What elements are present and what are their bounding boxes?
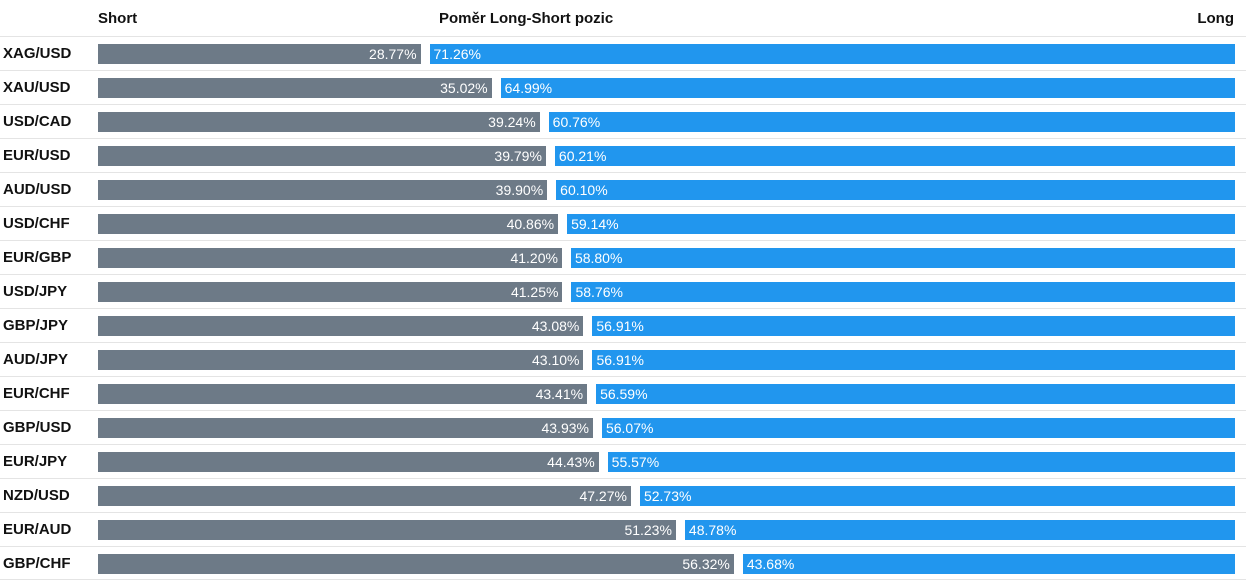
pair-label: EUR/AUD <box>3 521 72 538</box>
table-row: USD/JPY 41.25% 58.76% <box>0 274 1246 308</box>
short-bar: 41.20% <box>98 248 562 268</box>
pair-label: USD/CHF <box>3 215 70 232</box>
chart-title: Poměr Long-Short pozic <box>439 10 614 27</box>
pair-label: XAG/USD <box>3 45 72 62</box>
table-row: NZD/USD 47.27% 52.73% <box>0 478 1246 512</box>
long-bar: 64.99% <box>500 78 1235 98</box>
short-bar: 43.10% <box>98 350 584 370</box>
table-row: XAU/USD 35.02% 64.99% <box>0 70 1246 104</box>
table-row: EUR/GBP 41.20% 58.80% <box>0 240 1246 274</box>
table-row: AUD/USD 39.90% 60.10% <box>0 172 1246 206</box>
short-bar: 28.77% <box>98 44 421 64</box>
table-row: XAG/USD 28.77% 71.26% <box>0 36 1246 70</box>
long-bar: 71.26% <box>429 44 1235 64</box>
pair-label: GBP/JPY <box>3 317 69 334</box>
short-bar: 39.90% <box>98 180 548 200</box>
short-bar: 51.23% <box>98 520 676 540</box>
long-bar: 52.73% <box>639 486 1235 506</box>
short-bar: 35.02% <box>98 78 492 98</box>
pair-label: AUD/USD <box>3 181 72 198</box>
pair-label: EUR/USD <box>3 147 71 164</box>
pair-label: EUR/GBP <box>3 249 72 266</box>
pair-label: GBP/CHF <box>3 555 71 572</box>
table-row: EUR/JPY 44.43% 55.57% <box>0 444 1246 478</box>
table-row: USD/CAD 39.24% 60.76% <box>0 104 1246 138</box>
long-bar: 59.14% <box>567 214 1235 234</box>
short-bar: 43.93% <box>98 418 593 438</box>
pair-label: USD/CAD <box>3 113 72 130</box>
table-row: EUR/CHF 43.41% 56.59% <box>0 376 1246 410</box>
long-bar: 58.76% <box>571 282 1235 302</box>
short-bar: 56.32% <box>98 554 734 574</box>
table-row: USD/CHF 40.86% 59.14% <box>0 206 1246 240</box>
table-row: GBP/CHF 56.32% 43.68% <box>0 546 1246 580</box>
pair-label: NZD/USD <box>3 487 70 504</box>
chart-body: XAG/USD 28.77% 71.26% XAU/USD 35.02% 64.99% US… <box>0 36 1246 580</box>
short-bar: 43.41% <box>98 384 588 404</box>
table-row: EUR/AUD 51.23% 48.78% <box>0 512 1246 546</box>
short-bar: 43.08% <box>98 316 584 336</box>
table-row: GBP/JPY 43.08% 56.91% <box>0 308 1246 342</box>
pair-label: AUD/JPY <box>3 351 69 368</box>
long-header: Long <box>1197 10 1234 27</box>
long-bar: 58.80% <box>570 248 1235 268</box>
pair-label: GBP/USD <box>3 419 72 436</box>
long-bar: 56.07% <box>601 418 1235 438</box>
short-bar: 40.86% <box>98 214 559 234</box>
long-bar: 43.68% <box>742 554 1235 574</box>
long-bar: 60.10% <box>556 180 1235 200</box>
short-bar: 41.25% <box>98 282 563 302</box>
table-row: GBP/USD 43.93% 56.07% <box>0 410 1246 444</box>
table-row: AUD/JPY 43.10% 56.91% <box>0 342 1246 376</box>
long-bar: 56.91% <box>592 316 1235 336</box>
short-bar: 47.27% <box>98 486 631 506</box>
pair-label: XAU/USD <box>3 79 71 96</box>
short-bar: 44.43% <box>98 452 599 472</box>
pair-label: EUR/JPY <box>3 453 68 470</box>
pair-label: USD/JPY <box>3 283 68 300</box>
long-bar: 60.21% <box>554 146 1235 166</box>
long-bar: 60.76% <box>548 112 1235 132</box>
long-bar: 56.59% <box>596 384 1235 404</box>
short-bar: 39.79% <box>98 146 546 166</box>
short-bar: 39.24% <box>98 112 540 132</box>
pair-label: EUR/CHF <box>3 385 70 402</box>
long-bar: 48.78% <box>684 520 1235 540</box>
long-bar: 55.57% <box>607 452 1235 472</box>
long-bar: 56.91% <box>592 350 1235 370</box>
table-row: EUR/USD 39.79% 60.21% <box>0 138 1246 172</box>
short-header: Short <box>98 10 138 27</box>
